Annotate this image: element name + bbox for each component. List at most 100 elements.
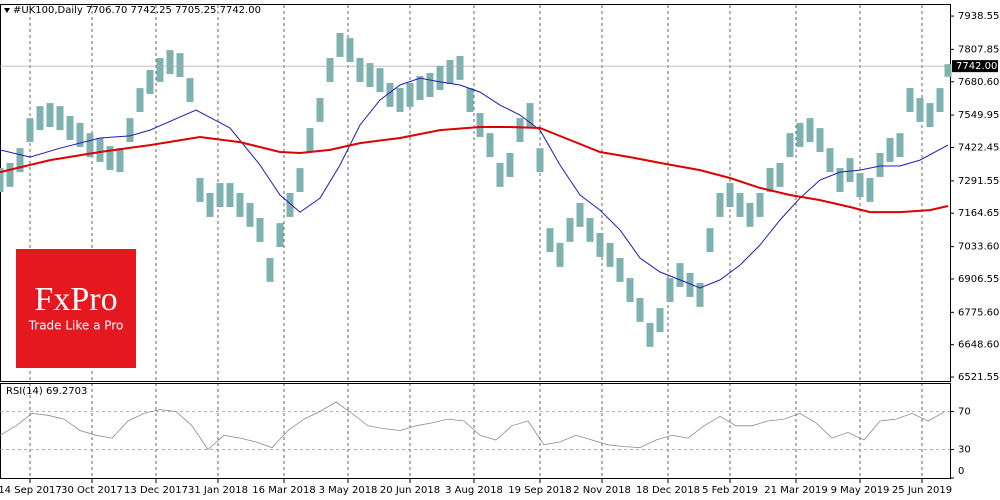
- price-bar: [116, 148, 124, 173]
- y-tick-label: 7164.65: [958, 208, 999, 219]
- price-bar: [826, 148, 834, 173]
- y-tick-label: 7938.55: [958, 11, 999, 22]
- y-tick-label: 7422.45: [958, 143, 999, 154]
- x-tick-label: 18 Dec 2018: [636, 485, 700, 496]
- price-bar: [936, 88, 944, 112]
- price-bar: [266, 257, 274, 282]
- y-tick-label: 7807.85: [958, 44, 999, 55]
- price-bar: [296, 168, 304, 192]
- price-bar: [466, 88, 474, 112]
- price-bar: [866, 177, 874, 202]
- y-tick-label: 7033.60: [958, 242, 999, 253]
- price-bar: [86, 133, 94, 158]
- price-bar: [56, 106, 64, 131]
- price-bar: [316, 97, 324, 122]
- x-tick-label: 19 Sep 2018: [508, 485, 571, 496]
- price-bar: [944, 64, 952, 77]
- price-bar: [6, 162, 14, 187]
- moving-average: [0, 126, 949, 214]
- price-bar: [756, 193, 764, 217]
- price-bar: [186, 78, 194, 103]
- price-bar: [796, 122, 804, 147]
- price-bar: [406, 82, 414, 107]
- rsi-panel: [0, 383, 951, 479]
- price-bar: [476, 113, 484, 137]
- price-bar: [616, 257, 624, 282]
- price-bar: [26, 118, 34, 143]
- price-bar: [856, 173, 864, 198]
- price-bar: [696, 282, 704, 307]
- price-bar: [516, 118, 524, 143]
- price-bar: [776, 162, 784, 187]
- price-bar: [586, 217, 594, 242]
- price-bar: [66, 116, 74, 141]
- x-tick-label: 13 Dec 2017: [124, 485, 188, 496]
- price-bar: [146, 69, 154, 94]
- price-bar: [916, 97, 924, 122]
- price-bar: [166, 50, 174, 75]
- price-bar: [96, 137, 104, 162]
- price-bar: [926, 103, 934, 128]
- price-bar: [736, 193, 744, 217]
- price-bar: [786, 133, 794, 158]
- y-tick-label: 30: [958, 445, 971, 456]
- logo-name: FxPro: [34, 281, 117, 318]
- price-bar: [706, 228, 714, 253]
- price-bar: [0, 168, 4, 192]
- price-bar: [436, 66, 444, 91]
- price-bar: [636, 297, 644, 322]
- price-bar: [246, 202, 254, 227]
- price-bar: [446, 60, 454, 84]
- y-tick-label: 6521.55: [958, 372, 999, 383]
- x-tick-label: 2 Nov 2018: [573, 485, 631, 496]
- price-bar: [676, 263, 684, 287]
- x-tick-label: 9 May 2019: [831, 485, 890, 496]
- price-bar: [156, 57, 164, 82]
- price-bar: [346, 38, 354, 63]
- logo-tagline: Trade Like a Pro: [28, 319, 124, 333]
- price-bar: [536, 148, 544, 173]
- y-tick-label: 70: [958, 407, 971, 418]
- price-bar: [836, 168, 844, 192]
- price-bar: [16, 148, 24, 173]
- x-tick-label: 3 Aug 2018: [445, 485, 503, 496]
- plot-layer: [0, 5, 952, 478]
- x-tick-label: 31 Jan 2018: [188, 485, 248, 496]
- price-bar: [356, 57, 364, 82]
- price-bar: [816, 128, 824, 152]
- price-bar: [176, 53, 184, 78]
- y-tick-label: 7291.55: [958, 176, 999, 187]
- price-bar: [196, 177, 204, 202]
- price-bar: [566, 217, 574, 242]
- price-bar: [46, 103, 54, 128]
- price-bar: [106, 146, 114, 171]
- price-bar: [366, 63, 374, 88]
- price-bar: [886, 137, 894, 162]
- x-tick-label: 14 Sep 2017: [0, 485, 62, 496]
- price-bar: [456, 55, 464, 80]
- price-bar: [686, 272, 694, 297]
- price-bar: [746, 202, 754, 227]
- price-bar: [556, 242, 564, 267]
- price-bar: [626, 278, 634, 303]
- price-bar: [376, 68, 384, 93]
- price-bar: [126, 118, 134, 143]
- price-bar: [766, 168, 774, 192]
- y-tick-label: 7680.60: [958, 77, 999, 88]
- price-bar: [506, 153, 514, 177]
- last-price-box: [952, 60, 998, 73]
- price-bar: [606, 242, 614, 267]
- price-bar: [526, 103, 534, 128]
- x-tick-label: 25 Jun 2019: [892, 485, 952, 496]
- price-bar: [306, 128, 314, 152]
- x-tick-label: 3 May 2018: [319, 485, 378, 496]
- price-panel: [0, 4, 951, 382]
- y-tick-label: 0: [958, 466, 964, 477]
- price-bar: [256, 217, 264, 242]
- chart-title: #UK100,Daily 7706.70 7742.25 7705.25 774…: [13, 5, 261, 16]
- price-bar: [716, 193, 724, 217]
- moving-average: [0, 77, 949, 289]
- price-bar: [206, 193, 214, 217]
- y-tick-label: 6906.55: [958, 274, 999, 285]
